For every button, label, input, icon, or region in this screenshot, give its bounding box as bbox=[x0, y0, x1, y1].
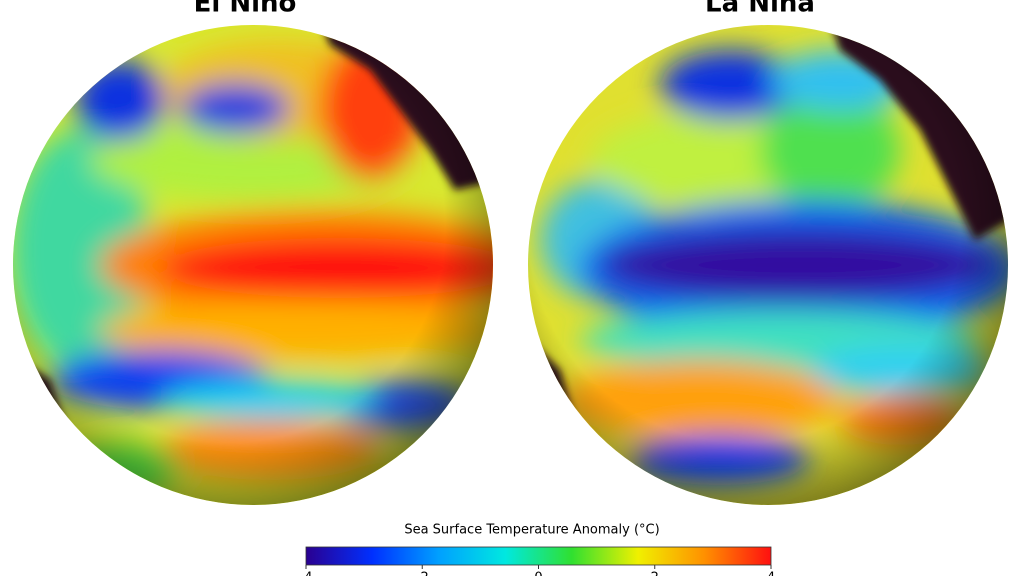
colorbar-tick-label: 2 bbox=[651, 571, 659, 576]
panel-title: El Niño bbox=[194, 0, 297, 19]
colorbar-tick-label: 4 bbox=[767, 571, 775, 576]
globe-la-nina bbox=[528, 25, 1008, 505]
colorbar-tick-label: -4 bbox=[300, 571, 313, 576]
colorbar bbox=[305, 546, 772, 566]
panel-title: La Niña bbox=[705, 0, 815, 19]
colorbar-tick-label: -2 bbox=[416, 571, 429, 576]
colorbar-tick-label: 0 bbox=[534, 571, 542, 576]
colorbar-label: Sea Surface Temperature Anomaly (°C) bbox=[404, 523, 659, 538]
globe-el-nino bbox=[13, 25, 493, 505]
